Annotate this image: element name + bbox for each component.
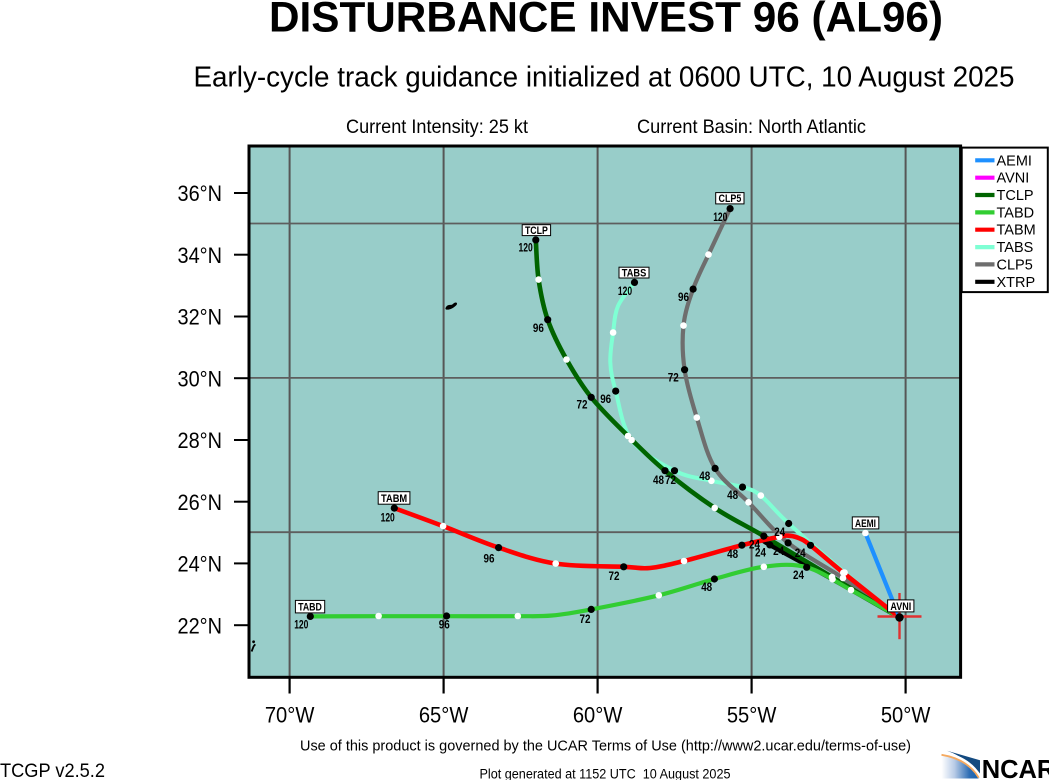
svg-text:96: 96 [600, 392, 611, 406]
svg-text:48: 48 [699, 469, 710, 483]
svg-text:120: 120 [519, 241, 533, 255]
svg-text:NCAR: NCAR [982, 756, 1049, 780]
svg-text:48: 48 [701, 580, 712, 594]
svg-text:24: 24 [774, 525, 785, 539]
svg-text:60°W: 60°W [573, 703, 623, 728]
svg-text:72: 72 [665, 473, 676, 487]
svg-text:120: 120 [618, 284, 632, 298]
svg-text:Current Intensity: 25 kt: Current Intensity: 25 kt [346, 116, 529, 138]
svg-text:TABM: TABM [997, 223, 1036, 239]
svg-text:AEMI: AEMI [855, 518, 876, 530]
svg-text:TABM: TABM [381, 493, 407, 505]
svg-text:TABS: TABS [997, 240, 1034, 256]
svg-text:72: 72 [577, 397, 588, 411]
svg-text:22°N: 22°N [178, 613, 223, 638]
svg-text:28°N: 28°N [178, 428, 223, 453]
svg-text:24: 24 [755, 545, 766, 559]
svg-text:96: 96 [484, 551, 495, 565]
svg-text:55°W: 55°W [727, 703, 777, 728]
svg-text:CLP5: CLP5 [997, 257, 1033, 273]
svg-text:TCGP v2.5.2: TCGP v2.5.2 [0, 760, 105, 780]
svg-text:70°W: 70°W [265, 703, 315, 728]
svg-text:24: 24 [749, 538, 760, 552]
svg-text:65°W: 65°W [419, 703, 469, 728]
svg-text:48: 48 [727, 488, 738, 502]
svg-text:TABD: TABD [997, 205, 1035, 221]
svg-text:36°N: 36°N [178, 181, 223, 206]
svg-text:72: 72 [580, 612, 591, 626]
svg-text:96: 96 [533, 321, 544, 335]
svg-text:50°W: 50°W [881, 703, 931, 728]
svg-text:AVNI: AVNI [890, 601, 911, 613]
svg-text:24°N: 24°N [178, 552, 223, 577]
svg-text:TABS: TABS [622, 268, 647, 280]
svg-text:TABD: TABD [298, 602, 322, 614]
svg-text:TCLP: TCLP [525, 225, 548, 237]
svg-text:24: 24 [795, 546, 806, 560]
svg-text:DISTURBANCE INVEST 96 (AL96): DISTURBANCE INVEST 96 (AL96) [269, 0, 943, 42]
svg-text:96: 96 [678, 290, 689, 304]
svg-text:Current Basin: North Atlantic: Current Basin: North Atlantic [637, 116, 866, 138]
svg-text:48: 48 [653, 473, 664, 487]
svg-text:XTRP: XTRP [997, 275, 1036, 291]
svg-text:AEMI: AEMI [997, 153, 1032, 169]
svg-text:34°N: 34°N [178, 243, 223, 268]
svg-text:TCLP: TCLP [997, 188, 1034, 204]
svg-text:24: 24 [793, 568, 804, 582]
svg-text:120: 120 [294, 618, 308, 632]
svg-text:72: 72 [609, 569, 620, 583]
svg-text:Use of this product is governe: Use of this product is governed by the U… [300, 739, 911, 755]
svg-text:96: 96 [439, 617, 450, 631]
svg-text:26°N: 26°N [178, 490, 223, 515]
svg-text:32°N: 32°N [178, 305, 223, 330]
svg-text:30°N: 30°N [178, 366, 223, 391]
svg-text:72: 72 [668, 371, 679, 385]
svg-text:120: 120 [713, 210, 727, 224]
svg-text:CLP5: CLP5 [719, 193, 742, 205]
svg-text:24: 24 [773, 544, 784, 558]
svg-text:AVNI: AVNI [997, 171, 1030, 187]
svg-text:120: 120 [381, 511, 395, 525]
svg-text:Plot generated at 1152 UTC 10: Plot generated at 1152 UTC 10 August 202… [480, 767, 731, 780]
svg-text:Early-cycle track guidance ini: Early-cycle track guidance initialized a… [194, 62, 1015, 94]
svg-text:48: 48 [727, 547, 738, 561]
